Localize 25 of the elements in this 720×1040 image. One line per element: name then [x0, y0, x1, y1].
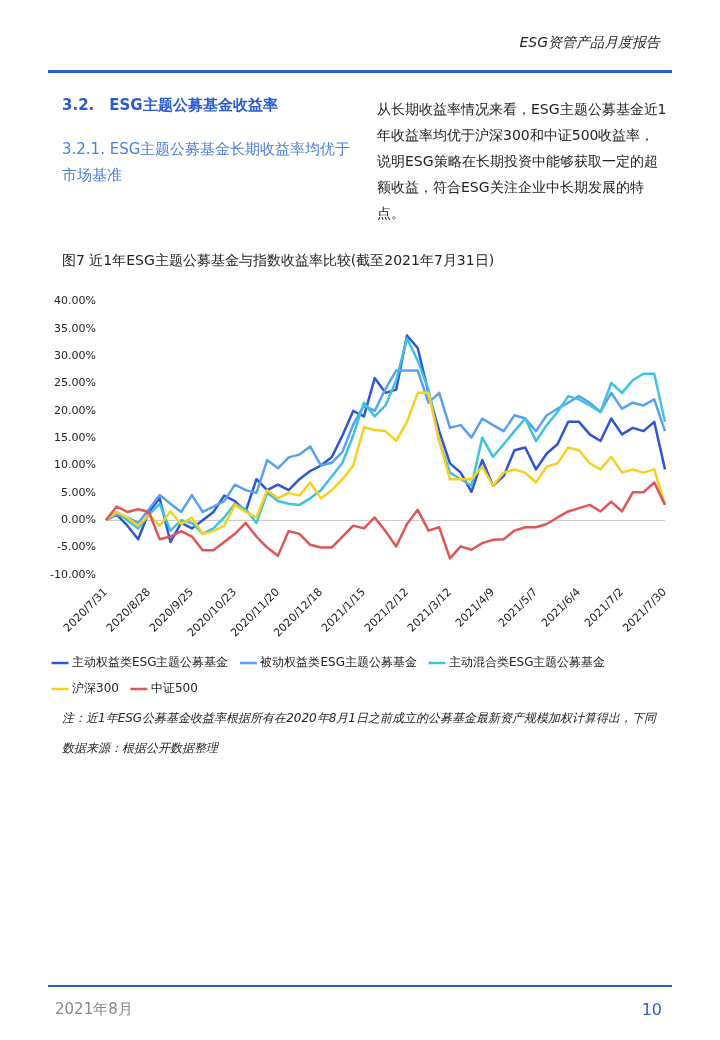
y-tick-label: 35.00% — [53, 321, 96, 335]
legend-label: 主动混合类ESG主题公募基金 — [449, 655, 606, 670]
text: 2021年8月 — [55, 1000, 133, 1019]
legend-label: 被动权益类ESG主题公募基金 — [260, 655, 417, 670]
text: 10 — [641, 1000, 662, 1019]
y-tick-label: 10.00% — [53, 458, 96, 472]
legend-label: 主动权益类ESG主题公募基金 — [72, 655, 229, 670]
y-tick-label: 20.00% — [53, 403, 96, 417]
y-tick-label: 30.00% — [53, 349, 96, 363]
text: 3.2. ESG主题公募基金收益率 — [62, 96, 278, 115]
source-note: 数据来源：根据公开数据整理 — [62, 740, 218, 757]
text: 从长期收益率情况来看，ESG主题公募基金近1年收益率均优于沪深300和中证500收益率，说明ESG策略在长期投资中能够获取一定的超额收益，符合ESG关注企业中长期发展的特点。 — [377, 101, 667, 221]
y-tick-label: 25.00% — [53, 376, 96, 390]
y-tick-label: 0.00% — [60, 513, 96, 527]
y-tick-label: -5.00% — [56, 540, 96, 554]
legend-label: 沪深300 — [72, 681, 119, 696]
text: ESG资管产品月度报告 — [519, 34, 660, 52]
text: 3.2.1. ESG主题公募基金长期收益率均优于市场基准 — [62, 139, 352, 186]
y-tick-label: 5.00% — [60, 485, 96, 499]
y-tick-label: 40.00% — [53, 294, 96, 308]
y-tick-label: -10.00% — [49, 567, 96, 581]
chart-title: 图7 近1年ESG主题公募基金与指数收益率比较(截至2021年7月31日) — [62, 252, 495, 270]
text: 注：近1年ESG公募基金收益率根据所有在2020年8月1日之前成立的公募基金最新资产规模加权计算得出，下同 — [62, 710, 658, 727]
legend-label: 中证500 — [150, 681, 198, 696]
y-tick-label: 15.00% — [53, 431, 96, 445]
